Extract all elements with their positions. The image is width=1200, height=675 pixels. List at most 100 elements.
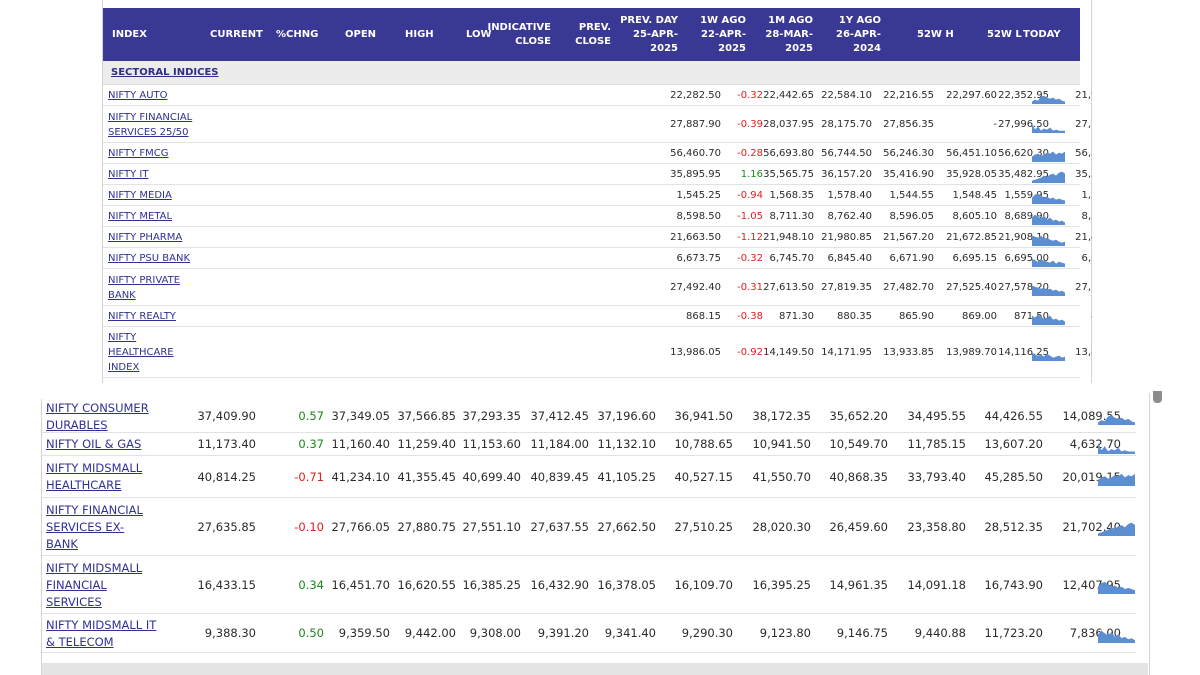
col-header-today: TODAY [1023,8,1061,61]
index-name-link[interactable]: NIFTY MIDSMALL FINANCIAL SERVICES [46,560,142,611]
cell-high: 27,819.35 [821,282,872,293]
index-name-link[interactable]: NIFTY IT [108,167,148,182]
cell-prev-day: 27,198.55 [1075,282,1092,293]
cell-current: 11,173.40 [197,437,256,451]
col-header-1y-label: 1Y AGO [838,14,881,26]
section-title-sectoral-indices[interactable]: SECTORAL INDICES [111,67,219,78]
col-header-prev-label: PREV. [578,21,611,33]
index-name-line: NIFTY IT [108,169,149,180]
cell-pchng: 0.57 [298,408,324,423]
cell-prev-day: 27,510.25 [674,519,733,534]
index-name-link[interactable]: NIFTY MIDSMALL IT & TELECOM [46,617,156,651]
col-header-1y-ago[interactable]: 1Y AGO 26-APR- 2024 [828,8,881,61]
cell-open: 41,234.10 [331,469,390,484]
index-name-link[interactable]: NIFTY AUTO [108,88,168,103]
index-name-line: FINANCIAL [46,577,107,592]
col-header-low[interactable]: LOW [466,8,492,61]
index-name-link[interactable]: NIFTY MEDIA [108,188,172,203]
cell-low: 56,246.30 [883,148,934,159]
cell-prev-close: 1,559.95 [1004,190,1049,201]
index-name-link[interactable]: NIFTY PRIVATE BANK [108,273,180,303]
col-header-prev-day[interactable]: PREV. DAY 25-APR- 2025 [618,8,678,61]
col-header-high[interactable]: HIGH [405,8,434,61]
col-header-1w-label: 1W AGO [700,14,746,26]
cell-pchng: -0.31 [737,282,763,293]
cell-w52h: 28,512.35 [984,519,1043,534]
cell-prev-close: 14,116.25 [998,347,1049,358]
cell-high: 27,880.75 [397,519,456,534]
cell-w52h: 45,285.50 [984,469,1043,484]
cell-open: 11,160.40 [331,437,390,451]
cell-w52l: 4,632.70 [1069,437,1121,451]
cell-low: 21,567.20 [883,232,934,243]
index-name-link[interactable]: NIFTY FINANCIAL SERVICES 25/50 [108,110,192,140]
index-name-line: DURABLES [46,418,108,432]
cell-low: 13,933.85 [883,347,934,358]
index-name-link[interactable]: NIFTY OIL & GAS [46,436,141,453]
index-name-line: NIFTY PRIVATE [108,274,181,286]
col-header-index[interactable]: INDEX [112,8,147,61]
sparkline-chart-icon [1031,150,1066,162]
cell-ind-close: 1,548.45 [952,190,997,201]
today-sparkline [1031,349,1066,364]
sparkline-chart-icon [1031,193,1066,204]
cell-prev-close: 871.50 [1014,311,1049,322]
col-header-prev-day-label: PREV. DAY [620,14,678,26]
cell-prev-close: 41,105.25 [597,469,656,484]
index-name-link[interactable]: NIFTY HEALTHCARE INDEX [108,330,174,375]
index-name-link[interactable]: NIFTY REALTY [108,309,176,324]
col-header-open[interactable]: OPEN [345,8,376,61]
index-name-line: NIFTY [108,332,137,343]
sparkline-chart-icon [1097,473,1136,487]
index-name-link[interactable]: NIFTY METAL [108,209,172,224]
col-header-1m-year: 2025 [785,42,813,54]
table-row: NIFTY PHARMA 21,663.50 -1.12 21,948.10 21,98… [103,227,1092,249]
index-name-link[interactable]: NIFTY PSU BANK [108,251,190,266]
table-row: NIFTY FINANCIAL SERVICES 25/50 27,887.90 -0… [103,106,1092,143]
cell-prev-close: 35,482.95 [998,169,1049,180]
sparkline-chart-icon [1097,522,1136,537]
cell-m1: 40,868.35 [829,469,888,484]
index-name-link[interactable]: NIFTY FMCG [108,146,169,161]
col-header-52w-high[interactable]: 52W H [917,8,954,61]
col-header-52w-low[interactable]: 52W L [987,8,1022,61]
col-header-indicative-close[interactable]: INDICATIVE CLOSE [487,8,551,61]
index-name-link[interactable]: NIFTY PHARMA [108,230,182,245]
cell-current: 9,388.30 [204,626,256,640]
cell-open: 27,766.05 [331,519,390,534]
today-sparkline [1031,234,1066,249]
cell-open: 6,745.70 [769,253,814,264]
cell-prev-day: 859.35 [1091,309,1092,324]
cell-ind-close: 6,695.15 [952,253,997,264]
cell-w1: 38,172.35 [752,408,811,423]
cell-ind-close: 21,672.85 [946,232,997,243]
col-header-current[interactable]: CURRENT [210,8,263,61]
col-header-pchng[interactable]: %CHNG [276,8,318,61]
cell-prev-day: 8,569.75 [1081,211,1092,222]
cell-open: 16,451.70 [331,577,390,592]
index-name-link[interactable]: NIFTY MIDSMALL HEALTHCARE [46,460,142,494]
col-header-prev-close[interactable]: PREV. CLOSE [563,8,611,61]
index-name-link[interactable]: NIFTY FINANCIAL SERVICES EX- BANK [46,502,143,553]
col-header-1m-ago[interactable]: 1M AGO 28-MAR- 2025 [758,8,813,61]
cell-pchng: -0.92 [737,347,763,358]
cell-y1: 14,091.18 [907,577,966,592]
cell-low: 35,416.90 [883,169,934,180]
today-sparkline [1097,629,1136,646]
cell-prev-close: 27,578.20 [998,282,1049,293]
col-header-1w-ago[interactable]: 1W AGO 22-APR- 2025 [688,8,746,61]
index-name-line: NIFTY MIDSMALL [46,560,143,575]
cell-pchng: -0.28 [737,148,763,159]
panel-border-right [1149,393,1150,675]
cell-w52l: 21,702.40 [1062,519,1121,534]
index-name-line: NIFTY METAL [108,211,173,222]
cell-prev-day: 13,829.80 [1075,347,1092,358]
index-name-line: NIFTY AUTO [108,90,168,101]
cell-m1: 14,961.35 [829,577,888,592]
index-name-link[interactable]: NIFTY CONSUMER DURABLES [46,400,149,434]
scrollbar-thumb-bottom[interactable] [1153,391,1162,403]
col-header-prev-close-label: CLOSE [575,35,611,47]
cell-prev-close: 21,908.10 [998,232,1049,243]
today-sparkline [1031,171,1066,186]
cell-high: 22,584.10 [821,90,872,101]
